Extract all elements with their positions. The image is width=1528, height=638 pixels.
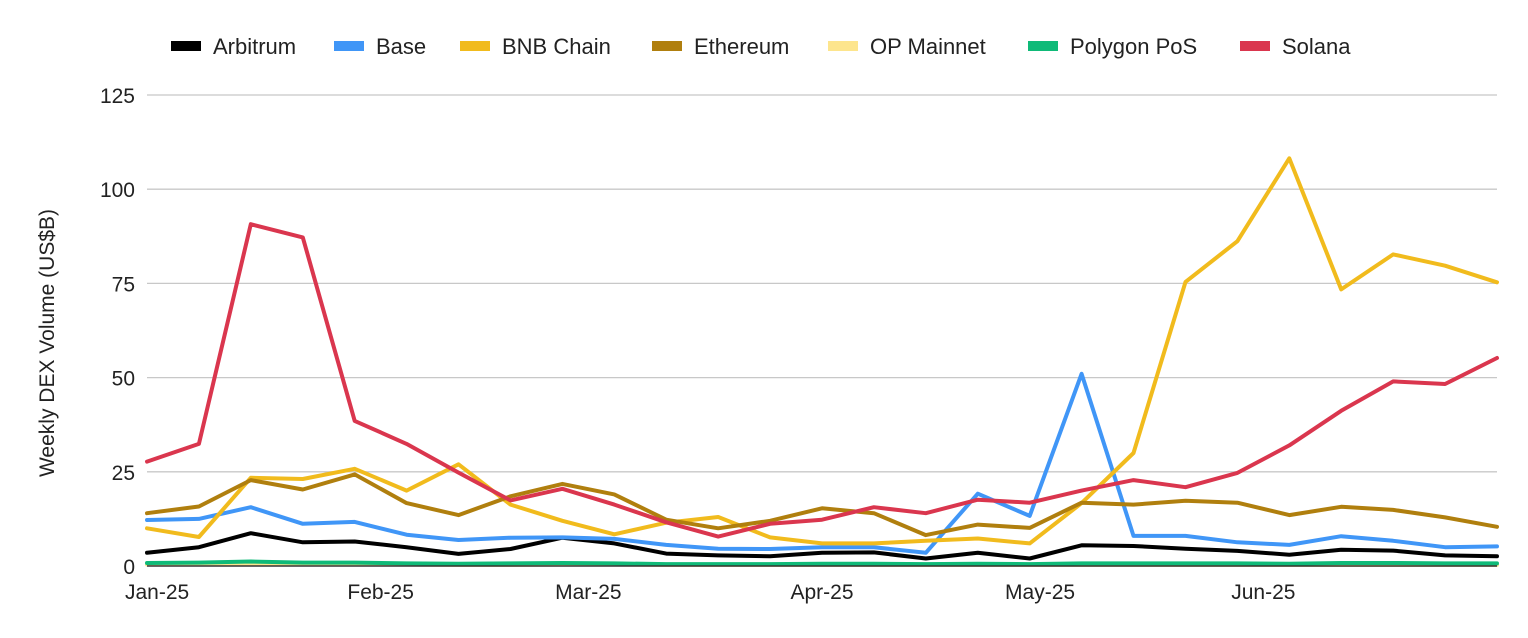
legend-label: Ethereum: [694, 34, 789, 59]
legend-swatch: [652, 41, 682, 51]
legend-label: BNB Chain: [502, 34, 611, 59]
y-axis-title: Weekly DEX Volume (US$B): [36, 209, 59, 477]
y-tick-label: 25: [112, 462, 135, 485]
series-line-solana: [145, 222, 1499, 539]
legend-swatch: [1028, 41, 1058, 51]
gridlines: [147, 94, 1497, 473]
legend: Arbitrum Base BNB Chain Ethereum OP Mainnet P…: [171, 34, 1351, 59]
series-line-polygon-pos: [145, 559, 1499, 567]
x-tick-label: Mar-25: [555, 581, 622, 604]
x-tick-label: Jun-25: [1231, 581, 1295, 604]
legend-swatch: [171, 41, 201, 51]
x-tick-label: Feb-25: [347, 581, 414, 604]
series-line-ethereum: [145, 472, 1499, 538]
series-line-arbitrum: [145, 531, 1499, 561]
series-line-bnb-chain: [145, 156, 1499, 546]
legend-label: Base: [376, 34, 426, 59]
legend-swatch: [460, 41, 490, 51]
y-axis-ticks: 0 25 50 75 100 125: [100, 85, 135, 579]
legend-item: OP Mainnet: [828, 34, 986, 59]
legend-item: Polygon PoS: [1028, 34, 1197, 59]
x-tick-label: Jan-25: [125, 581, 189, 604]
legend-label: Polygon PoS: [1070, 34, 1197, 59]
x-tick-label: May-25: [1005, 581, 1075, 604]
x-tick-label: Apr-25: [790, 581, 853, 604]
legend-item: Base: [334, 34, 426, 59]
series-lines: [145, 156, 1499, 567]
x-axis-ticks: Jan-25 Feb-25 Mar-25 Apr-25 May-25 Jun-25: [125, 581, 1295, 604]
y-tick-label: 0: [123, 556, 135, 579]
legend-item: Ethereum: [652, 34, 789, 59]
y-tick-label: 75: [112, 273, 135, 296]
legend-item: Solana: [1240, 34, 1351, 59]
legend-label: OP Mainnet: [870, 34, 986, 59]
series-line-base: [145, 371, 1499, 555]
legend-item: BNB Chain: [460, 34, 611, 59]
legend-label: Solana: [1282, 34, 1351, 59]
legend-swatch: [334, 41, 364, 51]
y-tick-label: 100: [100, 179, 135, 202]
legend-swatch: [1240, 41, 1270, 51]
y-tick-label: 50: [112, 368, 135, 391]
legend-label: Arbitrum: [213, 34, 296, 59]
legend-item: Arbitrum: [171, 34, 296, 59]
y-tick-label: 125: [100, 85, 135, 108]
legend-swatch: [828, 41, 858, 51]
